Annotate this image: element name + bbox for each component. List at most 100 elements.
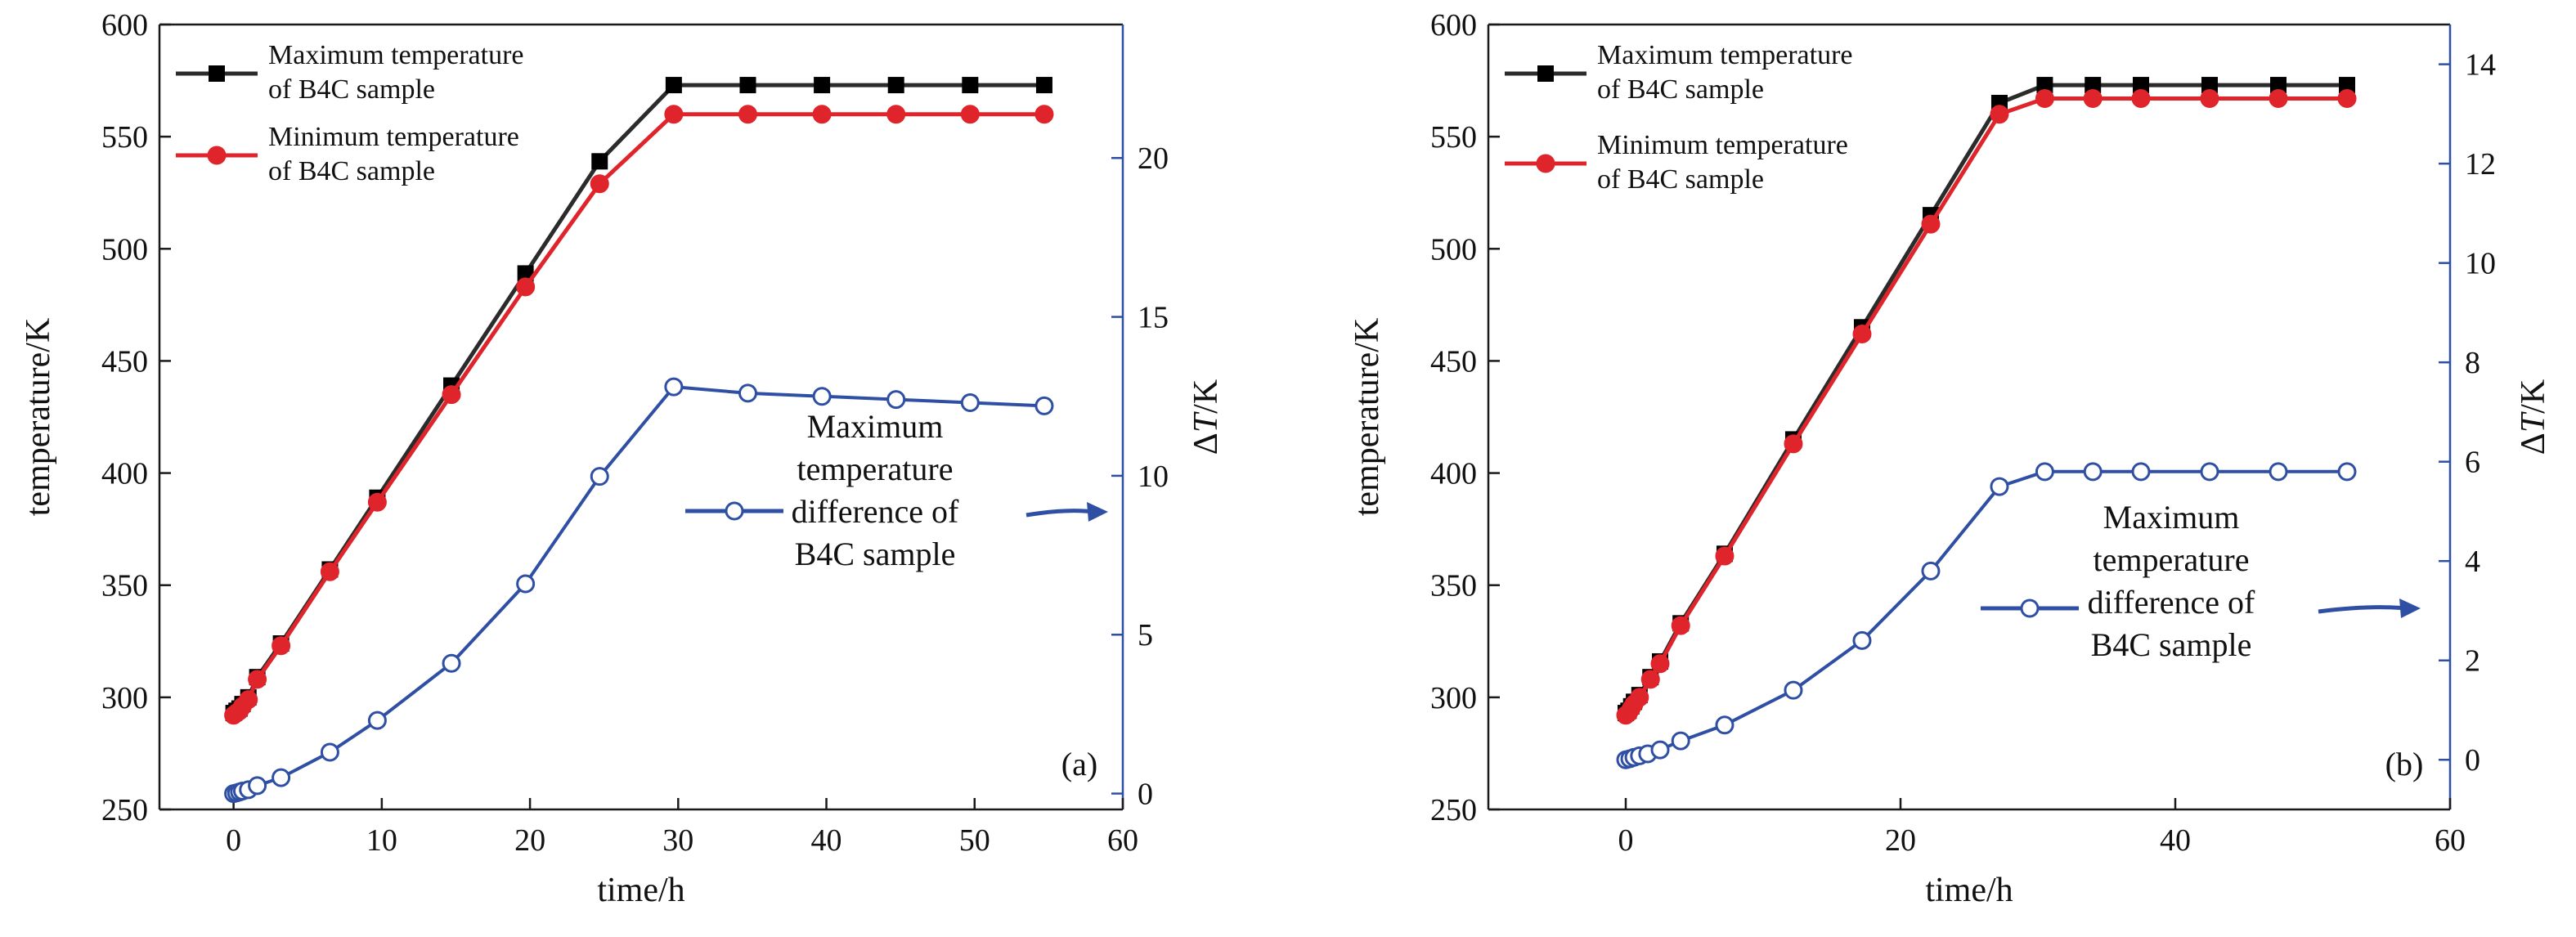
data-point (590, 467, 609, 486)
y-tick-label: 500 (101, 232, 148, 267)
data-point (739, 77, 756, 94)
data-point (248, 670, 267, 689)
legend: Maximum temperature of B4C sample Minimum … (176, 40, 524, 186)
y-axis-title: temperature/K (1349, 318, 1386, 517)
y-tick-label: 450 (101, 344, 148, 379)
y-tick-label: 600 (101, 8, 148, 43)
legend-label: Minimum temperature (268, 122, 519, 152)
data-point (1650, 740, 1670, 760)
data-point (664, 377, 684, 397)
chart-panel-a: 0 10 20 30 40 50 60 250 300 350 400 450 500 550 600 0 5 1… (20, 8, 1225, 909)
plot-frame (1487, 23, 2452, 811)
y-axis-title: temperature/K (20, 318, 57, 517)
data-point (1035, 77, 1052, 94)
legend-item-max: Maximum temperature of B4C sample (1505, 40, 1853, 105)
annotation-text: difference of (2088, 584, 2255, 621)
annotation-text: temperature (797, 451, 954, 487)
data-point (2036, 77, 2053, 94)
data-point (2337, 89, 2357, 109)
data-point (960, 105, 980, 124)
data-point (1630, 688, 1649, 707)
y2-tick-label: 5 (1138, 618, 1153, 652)
data-point (1034, 396, 1054, 415)
data-point (516, 574, 536, 594)
x-tick-label: 30 (662, 823, 693, 858)
legend-label: of B4C sample (268, 156, 435, 186)
data-point (738, 383, 757, 403)
data-point (887, 77, 904, 94)
y2-tick-label: 4 (2465, 545, 2480, 579)
data-point (886, 390, 906, 410)
data-point (2085, 77, 2102, 94)
annotation-text: difference of (792, 493, 959, 530)
y2-tick-label: 10 (1138, 460, 1169, 494)
data-point (2200, 462, 2219, 482)
legend-label: of B4C sample (268, 74, 435, 105)
legend-label: of B4C sample (1597, 74, 1764, 105)
legend-label: Minimum temperature (1597, 130, 1848, 160)
data-point (1537, 65, 1554, 82)
y2-tick-label: 0 (1138, 778, 1153, 812)
x-tick-label: 10 (366, 823, 397, 858)
data-point (442, 653, 461, 673)
y-tick-label: 550 (101, 120, 148, 155)
data-point (516, 277, 536, 297)
data-point (367, 492, 387, 512)
data-point (812, 105, 832, 124)
y2-axis-title: ΔT/K (2515, 379, 2552, 455)
y-tick-label: 550 (1430, 120, 1477, 155)
series-min-temp (1616, 89, 2357, 725)
x-tick-label: 60 (2435, 823, 2466, 858)
data-point (962, 77, 979, 94)
y-tick-label: 400 (101, 457, 148, 491)
series-line (233, 385, 1044, 796)
data-point (2270, 77, 2287, 94)
legend-label: Maximum temperature (268, 40, 524, 70)
panel-label: (b) (2385, 746, 2424, 782)
chart-panel-b: 0 20 40 60 250 300 350 400 450 500 550 600 0 2 4 6 8 10 12… (1349, 8, 2552, 909)
annotation-text: Maximum (2103, 499, 2240, 536)
data-point (2269, 462, 2288, 482)
data-point (1852, 325, 1872, 344)
data-point (1650, 654, 1670, 674)
data-point (239, 690, 258, 710)
data-point (2131, 462, 2151, 482)
data-point (1784, 680, 1803, 700)
data-point (1034, 105, 1054, 124)
y-tick-label: 300 (1430, 681, 1477, 715)
data-point (738, 105, 757, 124)
arrow-right-icon (1025, 509, 1094, 518)
legend-item-min: Minimum temperature of B4C sample (1505, 130, 1848, 195)
data-point (517, 265, 534, 282)
y2-tick-label: 15 (1138, 301, 1169, 335)
data-point (2201, 77, 2218, 94)
data-point (1671, 731, 1690, 751)
y-tick-label: 400 (1430, 457, 1477, 491)
data-point (725, 501, 744, 521)
data-point (812, 387, 832, 406)
data-point (2269, 89, 2288, 109)
annotation-text: Maximum (807, 408, 944, 445)
x-tick-label: 20 (1885, 823, 1916, 858)
y2-tick-label: 2 (2465, 644, 2480, 679)
data-point (272, 768, 291, 787)
data-point (248, 776, 267, 796)
data-point (1536, 154, 1555, 173)
x-axis-title: time/h (1925, 872, 2013, 909)
data-point (2133, 77, 2149, 94)
legend-label: Maximum temperature (1597, 40, 1853, 70)
y2-tick-label: 20 (1138, 141, 1169, 176)
data-point (2337, 462, 2357, 482)
data-point (960, 393, 980, 413)
y2-tick-label: 10 (2465, 247, 2496, 281)
data-point (2339, 77, 2355, 94)
data-point (2035, 462, 2054, 482)
data-point (1715, 715, 1735, 735)
data-point (2200, 89, 2219, 109)
annotation-text: temperature (2094, 541, 2250, 578)
y-tick-label: 300 (101, 681, 148, 715)
data-point (665, 77, 682, 94)
y-tick-label: 250 (101, 793, 148, 827)
legend-label: of B4C sample (1597, 164, 1764, 195)
